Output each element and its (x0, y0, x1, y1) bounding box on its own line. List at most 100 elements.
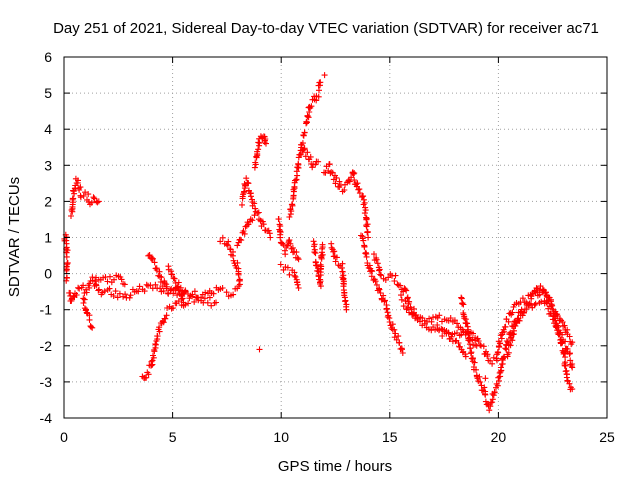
data-point (307, 153, 314, 160)
data-point (523, 306, 530, 312)
data-point (490, 354, 497, 361)
data-point (208, 302, 215, 309)
data-point (83, 289, 90, 296)
data-point (80, 282, 87, 289)
data-point (292, 273, 299, 280)
data-point (355, 186, 362, 193)
data-point (93, 282, 100, 289)
data-point (251, 200, 258, 207)
data-point (295, 256, 302, 263)
data-point (154, 333, 161, 340)
data-point (219, 234, 226, 241)
data-point (104, 278, 111, 285)
data-point (346, 178, 353, 185)
data-point (202, 289, 209, 296)
data-point (475, 338, 482, 344)
data-point (339, 260, 346, 267)
data-point (391, 278, 398, 284)
data-point (546, 294, 553, 301)
data-point (88, 323, 95, 330)
data-point (284, 264, 291, 271)
data-point (302, 153, 309, 160)
data-point (383, 305, 390, 312)
y-tick-label: 0 (44, 266, 52, 282)
data-point (476, 373, 483, 380)
data-point (438, 325, 445, 332)
data-point (170, 305, 177, 311)
data-point (318, 252, 325, 259)
data-point (253, 153, 260, 160)
data-point (361, 210, 368, 217)
data-point (68, 207, 75, 214)
data-point (185, 300, 192, 307)
data-point (241, 230, 248, 237)
data-point (301, 145, 308, 152)
data-point (531, 288, 538, 295)
data-point (301, 129, 308, 136)
y-tick-label: 4 (44, 121, 52, 137)
data-point (480, 343, 487, 350)
data-point (89, 324, 96, 331)
data-point (95, 198, 102, 205)
data-point (256, 140, 263, 147)
data-point (555, 324, 562, 330)
data-point (351, 170, 358, 177)
data-point (439, 333, 446, 339)
data-point (156, 328, 163, 335)
data-point (360, 196, 367, 203)
data-point (348, 174, 355, 181)
data-point (297, 147, 304, 154)
x-tick-label: 5 (169, 429, 177, 445)
data-point (489, 399, 496, 406)
data-point (126, 294, 133, 301)
data-point (254, 210, 261, 217)
data-point (229, 252, 236, 259)
data-point (296, 151, 303, 158)
data-point (234, 259, 241, 266)
data-point (445, 329, 452, 336)
data-point (332, 258, 339, 265)
data-point (225, 238, 232, 245)
data-point (558, 340, 565, 347)
data-point (406, 298, 413, 305)
data-point (252, 205, 259, 212)
y-tick-label: -3 (40, 374, 53, 390)
data-point (88, 199, 95, 206)
data-point (373, 281, 380, 288)
data-point (71, 190, 78, 197)
data-point (500, 354, 507, 361)
data-point (251, 212, 258, 219)
data-point (377, 290, 384, 296)
data-point (489, 396, 496, 403)
data-point (554, 327, 561, 334)
data-point (179, 295, 186, 302)
data-point (288, 245, 295, 252)
data-point (566, 333, 573, 340)
data-point (566, 380, 573, 387)
data-point (311, 249, 318, 256)
data-point (363, 215, 370, 222)
data-point (333, 174, 340, 181)
data-point (295, 154, 302, 161)
grid-lines (64, 57, 607, 418)
data-point (496, 344, 503, 351)
data-point (549, 302, 556, 309)
axis-ticks (63, 56, 608, 419)
data-point (400, 303, 407, 310)
data-point (505, 349, 512, 356)
data-point (331, 248, 338, 255)
data-point (309, 164, 316, 171)
data-point (262, 136, 269, 142)
data-point (491, 388, 498, 395)
data-point (182, 288, 189, 295)
data-point (482, 391, 489, 398)
data-point (76, 186, 83, 193)
data-point (469, 355, 476, 362)
data-point (426, 315, 433, 322)
data-point (252, 161, 259, 168)
data-point (494, 357, 500, 364)
data-point (77, 194, 84, 201)
data-point (255, 139, 262, 146)
data-point (163, 281, 170, 288)
